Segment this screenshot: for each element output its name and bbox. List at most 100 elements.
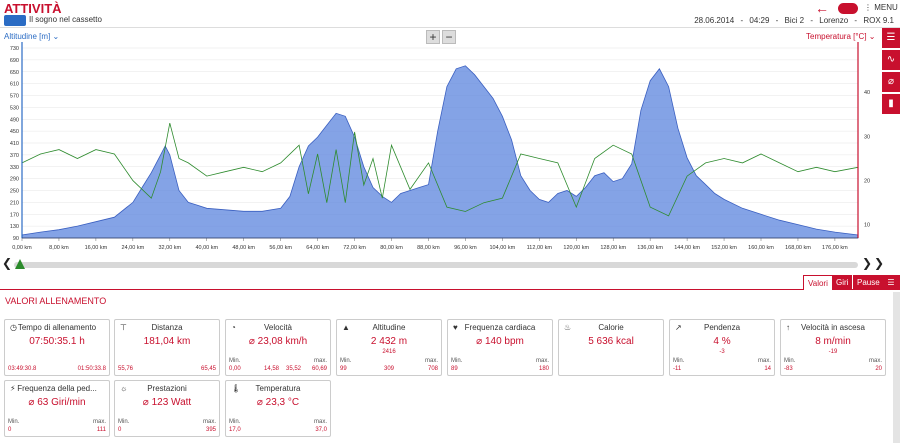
tab-giri[interactable]: Giri xyxy=(832,275,853,290)
scroll-end-icon[interactable]: ❯ xyxy=(874,256,885,270)
stat-title: Temperatura xyxy=(255,384,301,393)
y-tick-label: 250 xyxy=(10,189,19,195)
side-toolbar: ☰ ∿ ⌀ ▮ xyxy=(882,28,900,116)
stat-card[interactable]: ↗ Pendenza 4 % -3 Min. -11 max. 14 xyxy=(669,319,775,376)
x-tick-label: 56,00 km xyxy=(269,245,292,251)
stat-card[interactable]: ⊤ Distanza 181,04 km 55,76 65,45 xyxy=(114,319,220,376)
stat-card[interactable]: ↑ Velocità in ascesa 8 m/min -19 Min. -83 max.… xyxy=(780,319,886,376)
stat-value: 4 % xyxy=(713,336,731,347)
stat-value: ⌀ 123 Watt xyxy=(142,397,192,408)
stat-title: Frequenza cardiaca xyxy=(464,323,536,332)
scroll-left-icon[interactable]: ❮ xyxy=(2,256,13,270)
menu-label: MENU xyxy=(874,3,898,12)
left-axis-selector[interactable]: Altitudine [m] ⌄ xyxy=(4,32,60,41)
x-tick-label: 80,00 km xyxy=(380,245,403,251)
stat-left: 55,76 xyxy=(118,366,134,372)
min-value: 0 xyxy=(8,427,12,433)
stat-title: Calorie xyxy=(598,323,624,332)
max-label: max. xyxy=(92,419,106,425)
stat-card[interactable]: 🌡 Temperatura ⌀ 23,3 °C Min. 17,0 max. 37,0 xyxy=(225,380,331,437)
chart-scrollbar[interactable]: ❮ ❯ ❯ xyxy=(0,256,900,272)
min-value: 89 xyxy=(451,366,458,372)
x-tick-label: 24,00 km xyxy=(122,245,145,251)
avg-climb: 35,52 xyxy=(286,366,302,372)
x-tick-label: 96,00 km xyxy=(454,245,477,251)
stat-title: Prestazioni xyxy=(147,384,187,393)
temperature-line xyxy=(21,122,859,217)
stat-right: 65,45 xyxy=(200,366,216,372)
min-label: Min. xyxy=(784,358,796,364)
stat-title: Velocità in ascesa xyxy=(800,323,866,332)
stat-sub: 2416 xyxy=(382,349,396,355)
back-arrow-icon[interactable]: ← xyxy=(815,0,829,16)
tab-pause[interactable]: Pause xyxy=(853,275,884,290)
stat-value: ⌀ 140 bpm xyxy=(476,336,524,347)
stat-card[interactable]: ◷ Tempo di allenamento 07:50:35.1 h 03:49:3… xyxy=(4,319,110,376)
cloud-upload-icon[interactable] xyxy=(838,3,858,14)
chart-svg[interactable]: 90 130 170 210 250 290 330 370 410 450 490 530 570 61… xyxy=(0,28,880,254)
x-tick-label: 64,00 km xyxy=(306,245,329,251)
stat-card[interactable]: ▲ Altitudine 2 432 m 2416 Min. 99 max. 708 309 xyxy=(336,319,442,376)
min-label: Min. xyxy=(118,419,130,425)
scroll-handle[interactable] xyxy=(15,259,25,269)
flame-icon: ♨ xyxy=(564,323,572,332)
menu-button[interactable]: ⋮ MENU xyxy=(864,3,898,12)
stat-value: 5 636 kcal xyxy=(588,336,634,347)
zoom-in-button[interactable]: + xyxy=(426,30,440,44)
x-tick-label: 48,00 km xyxy=(232,245,255,251)
bike-name[interactable]: Bici 2 xyxy=(784,16,805,25)
max-value: 395 xyxy=(205,427,216,433)
min-value: 99 xyxy=(340,366,347,372)
tab-valori[interactable]: Valori xyxy=(803,275,833,290)
y-tick-label: 730 xyxy=(10,46,19,52)
y-tick-label: 570 xyxy=(10,94,19,100)
filter-icon[interactable]: ⌀ xyxy=(882,72,900,92)
stat-card[interactable]: ☼ Prestazioni ⌀ 123 Watt Min. 0 max. 395 xyxy=(114,380,220,437)
x-tick-label: 160,00 km xyxy=(748,245,774,251)
vertical-scrollbar[interactable] xyxy=(893,292,900,443)
scroll-right-icon[interactable]: ❯ xyxy=(862,256,873,270)
max-value: 14 xyxy=(764,366,771,372)
right-axis-selector[interactable]: Temperatura [°C] ⌄ xyxy=(806,32,876,41)
line-chart-icon[interactable]: ∿ xyxy=(882,50,900,70)
separator: - xyxy=(740,16,744,25)
stat-card[interactable]: ♥ Frequenza cardiaca ⌀ 140 bpm Min. 89 max. 18… xyxy=(447,319,553,376)
avg-flat: 14,58 xyxy=(264,366,280,372)
stat-title: Altitudine xyxy=(372,323,406,332)
mountain-icon: ▲ xyxy=(342,323,350,332)
y-tick-label: 290 xyxy=(10,177,19,183)
max-value: 708 xyxy=(427,366,438,372)
speedometer-icon: ◔ xyxy=(231,323,236,332)
x-tick-label: 104,00 km xyxy=(490,245,516,251)
bar-chart-icon[interactable]: ▮ xyxy=(882,94,900,114)
stat-card[interactable]: ⚡ Frequenza della ped... ⌀ 63 Giri/min Min.… xyxy=(4,380,110,437)
stat-title: Velocità xyxy=(263,323,293,332)
stat-card[interactable]: ♨ Calorie 5 636 kcal xyxy=(558,319,664,376)
x-tick-label: 144,00 km xyxy=(674,245,700,251)
ride-date: 28.06.2014 xyxy=(694,16,735,25)
stat-title: Frequenza della ped... xyxy=(17,384,97,393)
y-tick-label: 650 xyxy=(10,70,19,76)
zoom-out-button[interactable]: − xyxy=(442,30,456,44)
tab-bar: Valori Giri Pause ☰ xyxy=(0,274,900,290)
min-value: 0,00 xyxy=(229,366,241,372)
chart-area[interactable]: 90 130 170 210 250 290 330 370 410 450 490 530 570 61… xyxy=(0,28,880,254)
list-view-icon[interactable]: ☰ xyxy=(882,275,900,290)
max-label: max. xyxy=(313,358,327,364)
scroll-track[interactable] xyxy=(14,262,858,268)
y2-tick-label: 30 xyxy=(864,134,870,140)
section-title: VALORI ALLENAMENTO xyxy=(5,296,107,306)
separator: - xyxy=(810,16,814,25)
x-tick-label: 128,00 km xyxy=(600,245,626,251)
y-tick-label: 170 xyxy=(10,212,19,218)
x-tick-label: 0,00 km xyxy=(12,245,32,251)
min-value: -11 xyxy=(673,366,682,372)
min-label: Min. xyxy=(229,419,241,425)
list-icon[interactable]: ☰ xyxy=(882,28,900,48)
x-tick-label: 72,00 km xyxy=(343,245,366,251)
distance-icon: ⊤ xyxy=(120,323,127,332)
stat-card[interactable]: ◔ Velocità ⌀ 23,08 km/h Min. 0,00 max. 60,69 14… xyxy=(225,319,331,376)
y2-tick-label: 20 xyxy=(864,179,870,185)
altitude-area xyxy=(21,65,859,239)
y-tick-label: 530 xyxy=(10,105,19,111)
